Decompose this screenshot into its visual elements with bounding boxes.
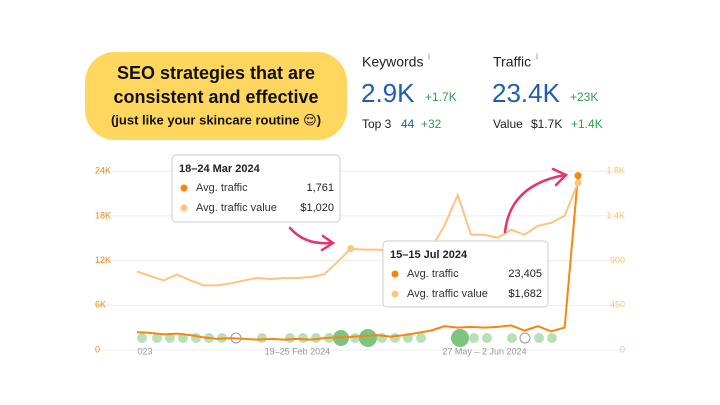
tooltip-value: 1,761 [306, 182, 334, 194]
event-marker[interactable] [285, 333, 295, 343]
callout-line: (just like your skincare routine 😌) [111, 112, 321, 127]
stat-sub-change: +1.4K [571, 117, 603, 131]
stat-sub-change: +32 [421, 117, 442, 131]
lines [136, 172, 582, 341]
event-marker[interactable] [507, 333, 517, 343]
tooltip-swatch [391, 270, 399, 278]
stat-change: +23K [570, 90, 598, 104]
stat-value: 23.4K [492, 78, 561, 108]
event-marker[interactable] [469, 333, 479, 343]
callout-line: consistent and effective [113, 87, 318, 107]
tooltip-box [171, 154, 341, 223]
stat-keywords: Keywords i 2.9K +1.7K Top 3 44 +32 [361, 51, 457, 131]
y-tick-label: 0 [95, 344, 100, 354]
y2-tick-label: 900 [610, 255, 625, 265]
tooltip-value: $1,682 [508, 288, 542, 300]
tooltip-swatch [180, 184, 188, 192]
arrow [288, 226, 332, 245]
series-line [136, 182, 579, 287]
tooltip-value: 23,405 [508, 268, 542, 280]
event-marker[interactable] [137, 333, 147, 343]
highlight-point [574, 179, 582, 187]
series-line [136, 175, 579, 341]
tooltip-box [382, 240, 549, 308]
highlight-point [347, 245, 355, 253]
callout-line: SEO strategies that are [117, 63, 315, 83]
x-tick-label: 19–25 Feb 2024 [265, 346, 331, 356]
y-tick-label: 18K [95, 210, 111, 220]
event-annotation[interactable] [519, 332, 531, 344]
tooltips: 18–24 Mar 2024 Avg. traffic 1,761 Avg. traf… [171, 154, 549, 308]
tooltip-swatch [391, 290, 399, 298]
y-tick-label: 24K [95, 166, 111, 176]
y2-tick-label: 0 [620, 344, 625, 354]
stat-label: Traffic [493, 54, 531, 70]
stat-sub-label: Value [493, 117, 523, 131]
tooltip-series-name: Avg. traffic [196, 182, 248, 194]
y-tick-label: 6K [95, 300, 106, 310]
event-marker[interactable] [534, 333, 544, 343]
tooltip-series-name: Avg. traffic [407, 268, 459, 280]
tooltip-series-name: Avg. traffic value [407, 288, 488, 300]
arrows [288, 167, 569, 252]
tooltip-series-name: Avg. traffic value [196, 202, 277, 214]
y-tick-label: 12K [95, 255, 111, 265]
stat-change: +1.7K [425, 90, 457, 104]
event-marker[interactable] [390, 333, 400, 343]
highlight-point [574, 172, 582, 180]
info-icon[interactable]: i [536, 51, 538, 61]
tooltip-title: 18–24 Mar 2024 [179, 163, 261, 175]
event-marker[interactable] [165, 333, 175, 343]
tooltip-value: $1,020 [300, 202, 334, 214]
stat-sub-value: $1.7K [531, 117, 562, 131]
stat-sub-value: 44 [401, 117, 415, 131]
event-marker[interactable] [152, 333, 162, 343]
arrow-head [551, 167, 569, 187]
arrow [503, 173, 567, 234]
event-marker[interactable] [547, 333, 557, 343]
tooltip-swatch [180, 204, 188, 212]
y2-tick-label: 1.4K [606, 210, 625, 220]
arrow-head [320, 234, 336, 252]
event-marker[interactable] [257, 333, 267, 343]
event-marker[interactable] [359, 329, 377, 347]
event-marker[interactable] [451, 329, 469, 347]
event-marker[interactable] [298, 333, 308, 343]
callout-bg [85, 52, 347, 140]
x-tick-label: 27 May – 2 Jun 2024 [442, 346, 526, 356]
y2-tick-label: 450 [610, 300, 625, 310]
y2-tick-label: 1.8K [606, 166, 625, 176]
event-marker[interactable] [416, 333, 426, 343]
stat-value: 2.9K [361, 78, 415, 108]
x-tick-label: 023 [137, 346, 152, 356]
stat-label: Keywords [362, 54, 423, 70]
tooltip-title: 15–15 Jul 2024 [390, 249, 468, 261]
stat-sub-label: Top 3 [362, 117, 392, 131]
event-marker[interactable] [482, 333, 492, 343]
stat-traffic: Traffic i 23.4K +23K Value $1.7K +1.4K [492, 51, 603, 131]
event-marker[interactable] [350, 333, 360, 343]
info-icon[interactable]: i [428, 51, 430, 61]
